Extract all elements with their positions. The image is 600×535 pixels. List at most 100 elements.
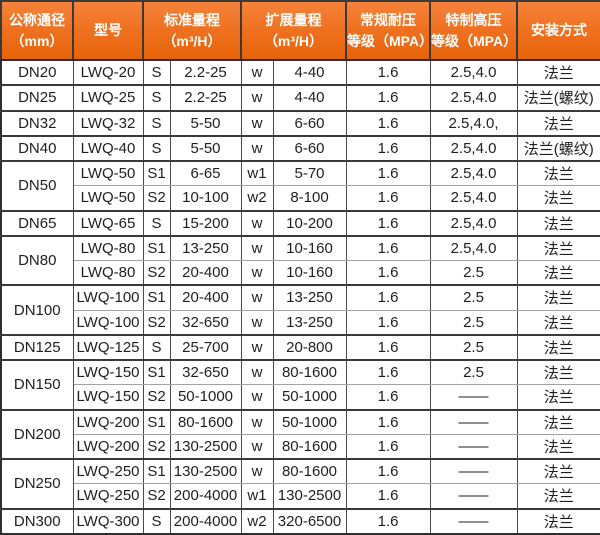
cell-model: LWQ-150: [72, 359, 144, 386]
cell-standard-code: S1: [142, 160, 171, 187]
cell-extended-code: w1: [240, 483, 274, 510]
table-row: DN150 LWQ-150 S1 32-650 w 80-1600 1.6 2.5 法兰: [0, 359, 600, 411]
cell-installation: 法兰(螺纹): [516, 84, 600, 112]
cell-extended-range: 20-800: [272, 333, 347, 361]
table-row: DN25 LWQ-25 S 2.2-25 w 4-40 1.6 2.5,4.0 法兰(螺纹): [0, 84, 600, 112]
cell-standard-range: 5-50: [169, 109, 242, 137]
cell-extended-code: w: [240, 84, 274, 112]
cell-installation: 法兰: [516, 483, 600, 510]
cell-extended-range: 80-1600: [272, 359, 347, 386]
table-row: LWQ-250 S2 200-4000 w1 130-2500 1.6 —— 法兰: [1, 483, 600, 510]
table-header: 公称通径 （mm） 型号 标准量程 （m³/H） 扩展量程 （m³/H） 常规耐…: [0, 0, 600, 61]
cell-standard-range: 5-50: [169, 134, 242, 162]
cell-standard-code: S: [142, 134, 171, 162]
cell-installation: 法兰: [516, 408, 600, 435]
cell-model: LWQ-100: [72, 284, 144, 311]
cell-extended-code: w: [240, 134, 274, 162]
cell-normal-pressure: 1.6: [345, 359, 431, 386]
cell-standard-code: S: [142, 333, 171, 361]
cell-standard-range: 10-100: [169, 185, 242, 212]
cell-standard-code: S1: [142, 458, 171, 485]
cell-standard-code: S: [142, 109, 171, 137]
cell-extended-range: 10-200: [272, 209, 347, 237]
cell-model: LWQ-50: [72, 160, 144, 187]
cell-high-pressure: ——: [429, 483, 518, 510]
cell-standard-range: 200-4000: [169, 507, 242, 535]
table-body: DN20 LWQ-20 S 2.2-25 w 4-40 1.6 2.5,4.0 法兰 DN25 LW…: [0, 58, 600, 535]
cell-installation: 法兰: [516, 260, 600, 286]
cell-extended-range: 80-1600: [272, 458, 347, 485]
header-normal-pressure-rating: 常规耐压 等级（MPA）: [345, 0, 431, 61]
header-installation-method: 安装方式: [516, 0, 600, 61]
table-row: DN125 LWQ-125 S 25-700 w 20-800 1.6 2.5 法兰: [0, 333, 600, 361]
cell-model: LWQ-100: [72, 309, 144, 336]
cell-extended-code: w: [240, 209, 274, 237]
cell-extended-range: 13-250: [272, 284, 347, 311]
cell-extended-range: 10-160: [272, 260, 347, 286]
cell-extended-code: w: [240, 109, 274, 137]
cell-standard-range: 15-200: [169, 209, 242, 237]
cell-high-pressure: 2.5,4.0,: [429, 109, 518, 137]
cell-normal-pressure: 1.6: [345, 109, 431, 137]
cell-normal-pressure: 1.6: [345, 284, 431, 311]
cell-high-pressure: 2.5,4.0: [429, 209, 518, 237]
cell-normal-pressure: 1.6: [345, 507, 431, 535]
table-row: LWQ-50 S2 10-100 w2 8-100 1.6 2.5,4.0 法兰: [1, 185, 600, 212]
cell-standard-range: 32-650: [169, 359, 242, 386]
cell-standard-code: S1: [142, 284, 171, 311]
cell-high-pressure: 2.5: [429, 333, 518, 361]
cell-extended-range: 50-1000: [272, 384, 347, 411]
cell-extended-code: w2: [240, 185, 274, 212]
table-row: DN65 LWQ-65 S 15-200 w 10-200 1.6 2.5,4.0 法兰: [0, 209, 600, 237]
cell-installation: 法兰: [516, 433, 600, 460]
cell-normal-pressure: 1.6: [345, 209, 431, 237]
cell-extended-code: w: [240, 284, 274, 311]
cell-normal-pressure: 1.6: [345, 160, 431, 187]
cell-installation: 法兰: [516, 359, 600, 386]
cell-normal-pressure: 1.6: [345, 185, 431, 212]
cell-nominal-diameter: DN50: [0, 160, 74, 212]
cell-high-pressure: ——: [429, 408, 518, 435]
cell-standard-code: S: [142, 84, 171, 112]
cell-high-pressure: ——: [429, 458, 518, 485]
cell-extended-code: w: [240, 309, 274, 336]
cell-model: LWQ-150: [72, 384, 144, 411]
cell-model: LWQ-300: [72, 507, 144, 535]
cell-model: LWQ-250: [72, 483, 144, 510]
cell-normal-pressure: 1.6: [345, 458, 431, 485]
cell-extended-range: 4-40: [272, 84, 347, 112]
cell-installation: 法兰: [516, 109, 600, 137]
table-row: DN300 LWQ-300 S 200-4000 w2 320-6500 1.6 —— 法兰: [0, 507, 600, 535]
cell-nominal-diameter: DN100: [0, 284, 74, 336]
cell-standard-range: 20-400: [169, 284, 242, 311]
cell-extended-code: w: [240, 458, 274, 485]
cell-high-pressure: 2.5: [429, 309, 518, 336]
cell-installation: 法兰(螺纹): [516, 134, 600, 162]
cell-model: LWQ-125: [72, 333, 144, 361]
cell-extended-range: 80-1600: [272, 433, 347, 460]
cell-nominal-diameter: DN300: [0, 507, 74, 535]
cell-extended-code: w: [240, 58, 274, 86]
cell-normal-pressure: 1.6: [345, 234, 431, 262]
cell-normal-pressure: 1.6: [345, 433, 431, 460]
table-row: DN250 LWQ-250 S1 130-2500 w 80-1600 1.6 —— 法兰: [0, 458, 600, 510]
cell-standard-code: S2: [142, 185, 171, 212]
cell-standard-range: 2.2-25: [169, 58, 242, 86]
cell-standard-code: S1: [142, 234, 171, 262]
cell-model: LWQ-200: [72, 408, 144, 435]
cell-model: LWQ-50: [72, 185, 144, 212]
cell-extended-code: w: [240, 384, 274, 411]
cell-normal-pressure: 1.6: [345, 309, 431, 336]
cell-model: LWQ-25: [72, 84, 144, 112]
table-row: LWQ-200 S2 130-2500 w 80-1600 1.6 —— 法兰: [1, 433, 600, 460]
cell-standard-code: S1: [142, 359, 171, 386]
table-row: DN20 LWQ-20 S 2.2-25 w 4-40 1.6 2.5,4.0 法兰: [0, 58, 600, 86]
cell-model: LWQ-65: [72, 209, 144, 237]
table-row: DN80 LWQ-80 S1 13-250 w 10-160 1.6 2.5,4.0 法兰: [0, 234, 600, 286]
cell-standard-range: 2.2-25: [169, 84, 242, 112]
cell-nominal-diameter: DN200: [0, 408, 74, 460]
cell-installation: 法兰: [516, 58, 600, 86]
cell-model: LWQ-80: [72, 234, 144, 262]
header-model: 型号: [72, 0, 144, 61]
